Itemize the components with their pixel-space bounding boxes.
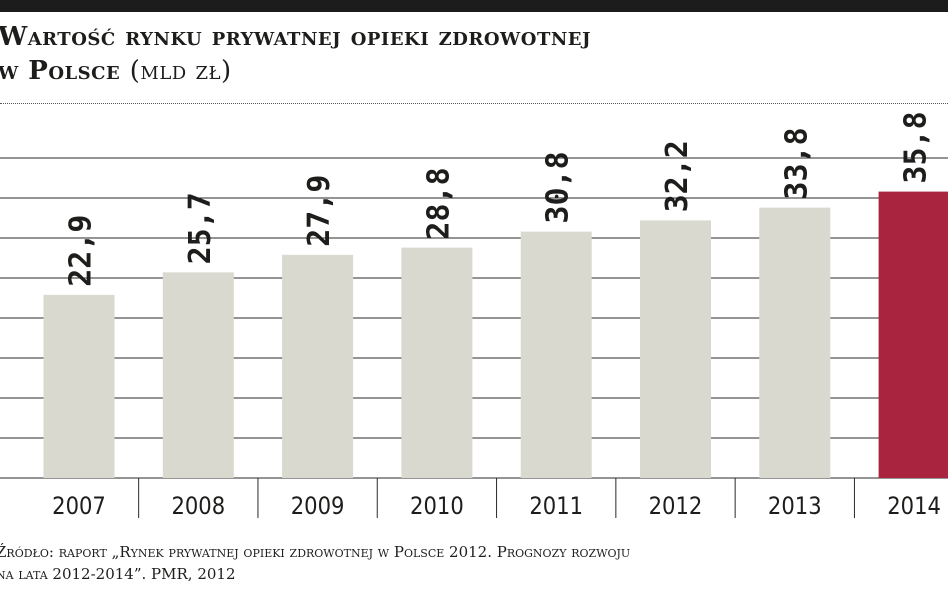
bar-2008	[162, 272, 234, 478]
value-label-2012: 32,2	[660, 140, 695, 212]
bar-2012	[640, 220, 711, 478]
value-label-2008: 25,7	[183, 192, 218, 264]
value-label-2014: 35,8	[899, 111, 934, 183]
tick-label-2009: 2009	[291, 493, 345, 521]
x-axis: 2007 2008 2009 2010 2011 2012 2013 2014	[52, 478, 941, 520]
bar-2014	[878, 191, 948, 478]
gridlines	[0, 157, 948, 479]
value-label-2007: 22,9	[64, 215, 99, 287]
value-label-2011: 30,8	[541, 151, 576, 223]
tick-label-2012: 2012	[649, 493, 703, 521]
title-line-2: w Polsce (mld zł)	[0, 54, 938, 88]
bar-2007	[43, 294, 115, 478]
source-line-2: na lata 2012-2014”. PMR, 2012	[0, 565, 236, 583]
title-line-2-text: w Polsce	[0, 56, 121, 86]
title-divider	[0, 103, 948, 104]
tick-label-2013: 2013	[768, 493, 822, 521]
source-line-1: Źródło: raport „Rynek prywatnej opieki z…	[0, 543, 631, 561]
title-line-1: Wartość rynku prywatnej opieki zdrowotne…	[0, 22, 592, 52]
bar-2013	[759, 207, 831, 478]
tick-label-2008: 2008	[171, 493, 225, 521]
tick-label-2007: 2007	[52, 493, 106, 521]
tick-label-2011: 2011	[529, 493, 583, 521]
chart-title: Wartość rynku prywatnej opieki zdrowotne…	[0, 20, 938, 88]
bar-2010	[401, 247, 473, 478]
value-labels: 22,9 25,7 27,9 28,8 30,8 32,2 33,8 35,8	[64, 111, 934, 286]
source-note: Źródło: raport „Rynek prywatnej opieki z…	[0, 541, 946, 585]
bar-chart: 22,9 25,7 27,9 28,8 30,8 32,2 33,8 35,8 2007 200…	[0, 111, 948, 520]
top-bar	[0, 0, 948, 12]
value-label-2010: 28,8	[421, 167, 456, 239]
value-label-2009: 27,9	[302, 175, 337, 247]
tick-label-2014: 2014	[887, 493, 941, 521]
bar-2009	[282, 254, 354, 478]
value-label-2013: 33,8	[779, 127, 814, 199]
bars	[43, 191, 948, 478]
bar-2011	[520, 231, 592, 478]
tick-label-2010: 2010	[410, 493, 464, 521]
title-unit: (mld zł)	[129, 56, 232, 86]
